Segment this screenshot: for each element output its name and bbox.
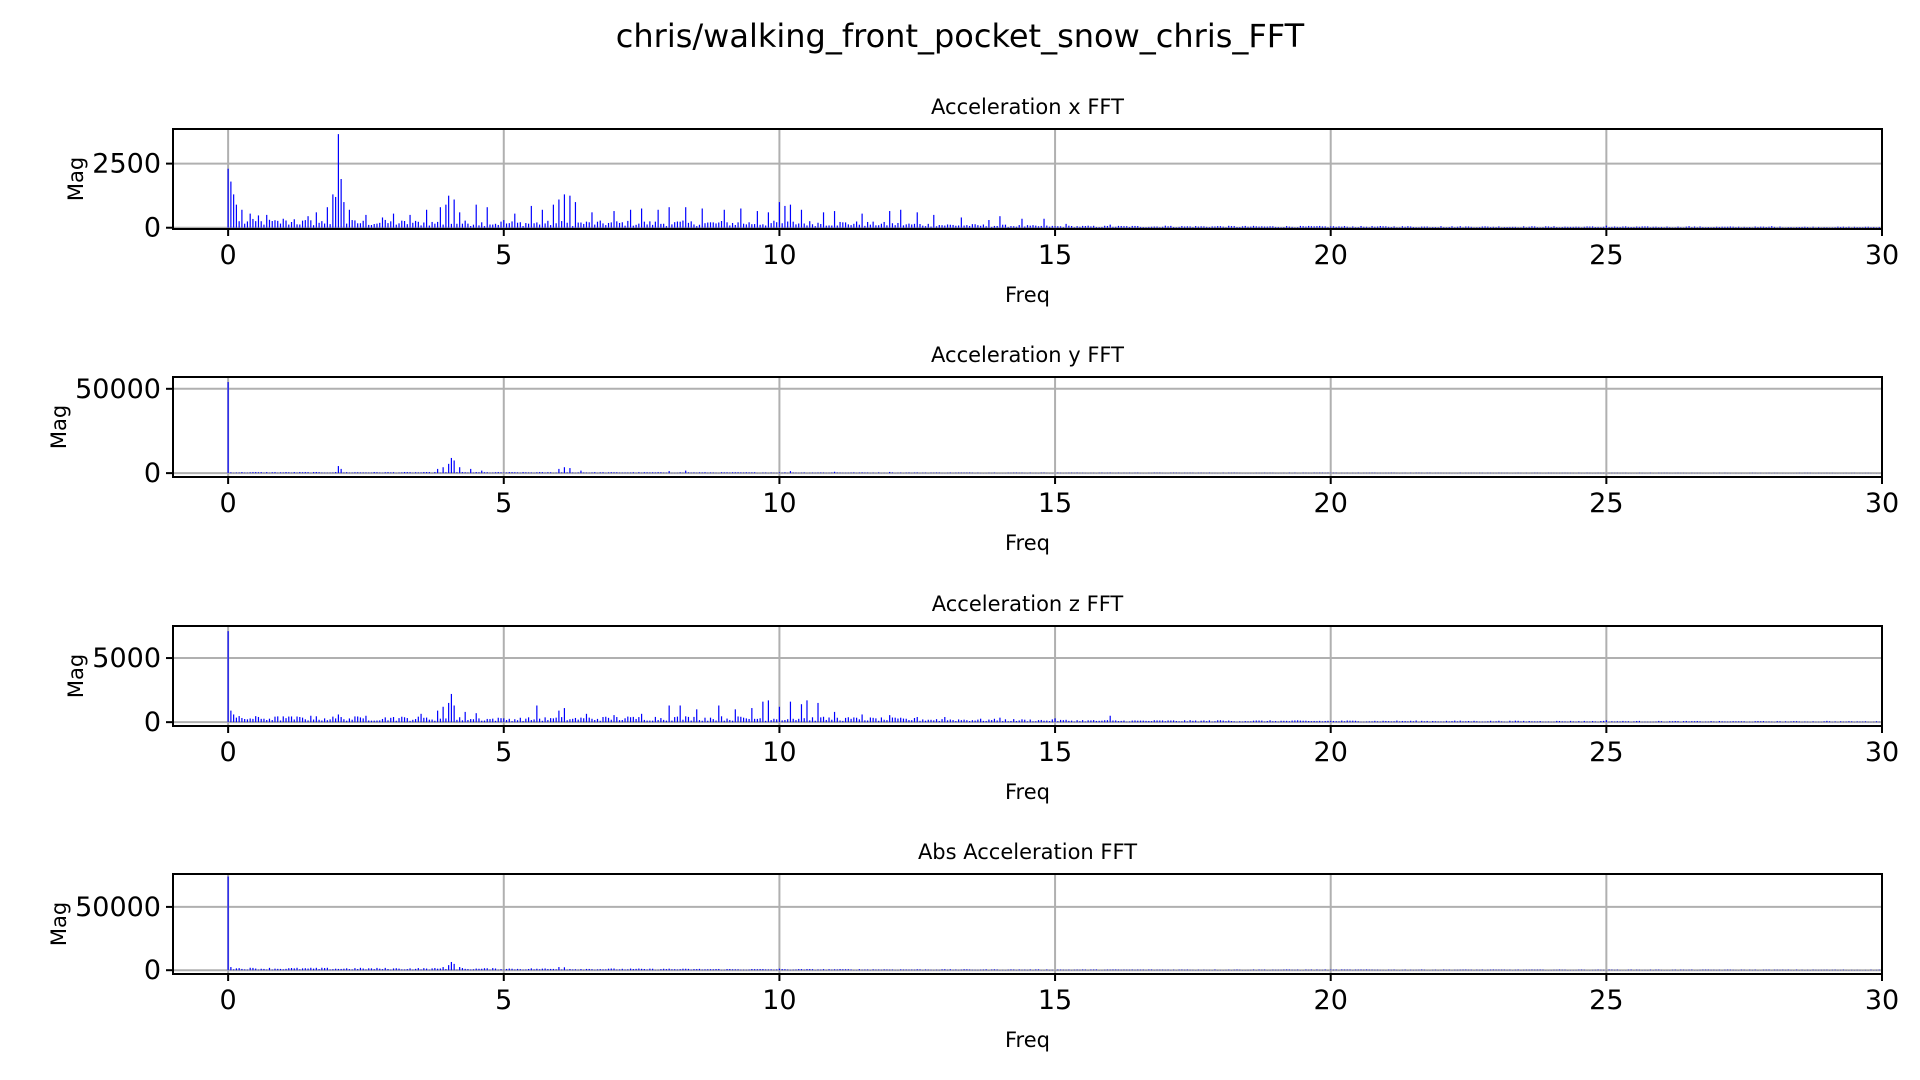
x-tick-label: 10 bbox=[762, 488, 796, 519]
y-axis-label: Mag bbox=[64, 654, 88, 698]
fft-bars bbox=[227, 382, 1883, 474]
figure-title: chris/walking_front_pocket_snow_chris_FF… bbox=[616, 17, 1305, 55]
x-tick-label: 20 bbox=[1314, 488, 1348, 519]
x-tick-label: 25 bbox=[1589, 488, 1623, 519]
x-tick-label: 10 bbox=[762, 985, 796, 1016]
x-tick-label: 20 bbox=[1314, 737, 1348, 768]
axes-frame bbox=[172, 873, 1883, 975]
x-tick-label: 20 bbox=[1314, 240, 1348, 271]
x-tick-label: 25 bbox=[1589, 240, 1623, 271]
x-tick-label: 0 bbox=[220, 985, 237, 1016]
y-axis-label: Mag bbox=[47, 902, 71, 946]
x-tick-label: 30 bbox=[1865, 240, 1899, 271]
subplot-2: Acceleration y FFT 0 5 10 15 20 25 30 0 50000 Freq… bbox=[47, 343, 1899, 555]
y-tick-label: 50000 bbox=[75, 374, 161, 405]
x-tick-label: 25 bbox=[1589, 985, 1623, 1016]
x-tick-label: 30 bbox=[1865, 488, 1899, 519]
fft-bars bbox=[227, 876, 1883, 971]
axes-frame bbox=[172, 128, 1883, 230]
subplot-title: Acceleration x FFT bbox=[931, 95, 1124, 119]
y-tick-label: 5000 bbox=[92, 643, 161, 674]
x-tick-label: 10 bbox=[762, 240, 796, 271]
x-axis-label: Freq bbox=[1005, 531, 1050, 555]
axes-frame bbox=[172, 376, 1883, 478]
fft-bars bbox=[227, 134, 1883, 228]
subplot-title: Acceleration y FFT bbox=[931, 343, 1124, 367]
x-tick-label: 0 bbox=[220, 737, 237, 768]
y-axis-label: Mag bbox=[47, 405, 71, 449]
x-tick-label: 15 bbox=[1038, 737, 1072, 768]
subplot-4: Abs Acceleration FFT 0 5 10 15 20 25 30 0 50000 Fr… bbox=[47, 840, 1899, 1052]
x-tick-label: 15 bbox=[1038, 985, 1072, 1016]
x-tick-label: 10 bbox=[762, 737, 796, 768]
x-tick-label: 30 bbox=[1865, 737, 1899, 768]
subplot-title: Acceleration z FFT bbox=[932, 592, 1124, 616]
axes-frame bbox=[172, 625, 1883, 727]
x-axis-label: Freq bbox=[1005, 283, 1050, 307]
y-tick-label: 0 bbox=[144, 707, 161, 738]
x-tick-label: 30 bbox=[1865, 985, 1899, 1016]
x-tick-label: 15 bbox=[1038, 488, 1072, 519]
x-axis-label: Freq bbox=[1005, 1028, 1050, 1052]
x-tick-label: 25 bbox=[1589, 737, 1623, 768]
x-tick-label: 20 bbox=[1314, 985, 1348, 1016]
subplot-1: Acceleration x FFT 0 5 10 15 20 25 30 0 2500 Freq M… bbox=[64, 95, 1899, 307]
subplot-3: Acceleration z FFT 0 5 10 15 20 25 30 0 5000 Freq M… bbox=[64, 592, 1899, 804]
fft-bars bbox=[227, 631, 1883, 723]
x-tick-label: 5 bbox=[495, 985, 512, 1016]
y-tick-label: 2500 bbox=[92, 149, 161, 180]
subplot-title: Abs Acceleration FFT bbox=[918, 840, 1137, 864]
x-tick-label: 5 bbox=[495, 488, 512, 519]
x-tick-label: 5 bbox=[495, 737, 512, 768]
y-tick-label: 0 bbox=[144, 213, 161, 244]
y-tick-label: 0 bbox=[144, 955, 161, 986]
x-axis-label: Freq bbox=[1005, 780, 1050, 804]
y-tick-label: 0 bbox=[144, 458, 161, 489]
y-axis-label: Mag bbox=[64, 157, 88, 201]
x-tick-label: 0 bbox=[220, 488, 237, 519]
x-tick-label: 15 bbox=[1038, 240, 1072, 271]
x-tick-label: 0 bbox=[220, 240, 237, 271]
x-tick-label: 5 bbox=[495, 240, 512, 271]
y-tick-label: 50000 bbox=[75, 892, 161, 923]
